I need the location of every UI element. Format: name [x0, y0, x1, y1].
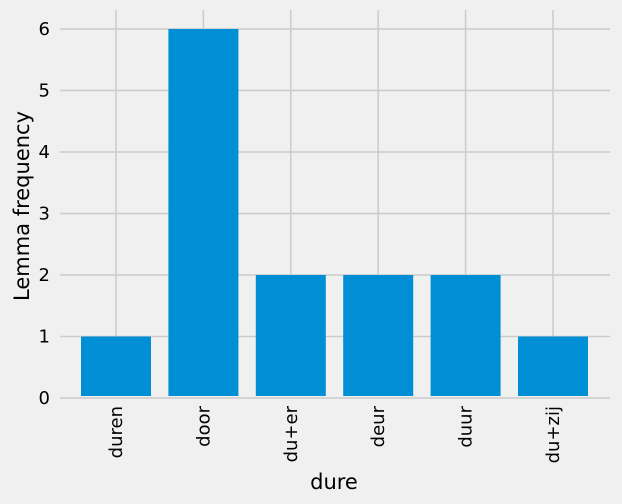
y-tick-labels: 0 1 2 3 4 5 6	[39, 19, 50, 409]
y-tick-label: 3	[39, 204, 50, 225]
y-tick-label: 5	[39, 81, 50, 102]
x-tick-label: door	[193, 405, 214, 446]
y-tick-label: 1	[39, 327, 50, 348]
bar-door	[168, 29, 239, 396]
x-tick-label: du+er	[281, 405, 302, 462]
x-tick-labels: duren door du+er deur duur du+zij	[106, 405, 564, 463]
bar-du+er	[255, 275, 326, 396]
bars	[81, 29, 588, 396]
x-tick-label: duren	[106, 406, 127, 458]
x-tick-label: deur	[368, 405, 389, 447]
bar-du+zij	[518, 336, 588, 396]
bar-duren	[81, 336, 151, 396]
y-tick-label: 0	[39, 388, 50, 409]
bar-deur	[343, 275, 414, 396]
x-tick-label: duur	[456, 405, 477, 447]
y-axis-label: Lemma frequency	[10, 111, 34, 301]
y-tick-label: 6	[39, 19, 50, 40]
y-tick-label: 2	[39, 265, 50, 286]
bar-duur	[430, 275, 501, 396]
x-axis-label: dure	[310, 470, 358, 494]
y-tick-label: 4	[39, 142, 50, 163]
grid-lines	[60, 10, 610, 399]
x-tick-label: du+zij	[543, 406, 564, 463]
